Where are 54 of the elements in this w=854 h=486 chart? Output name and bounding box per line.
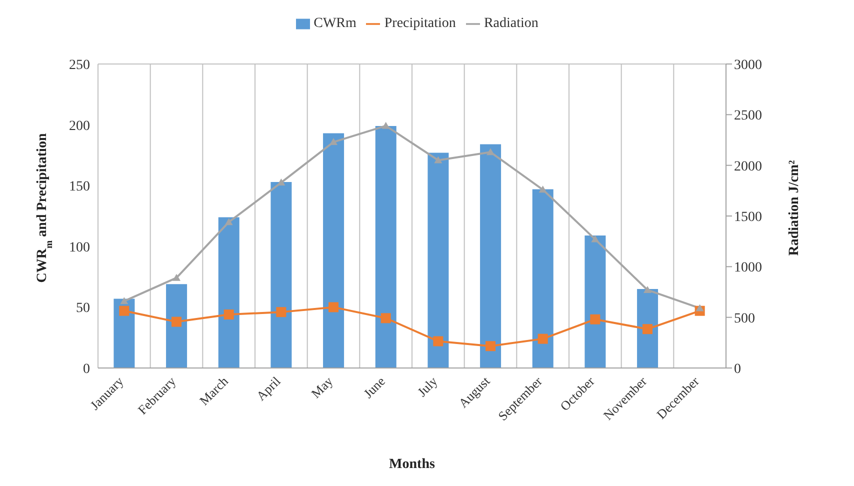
y2-tick-label: 3000 [734,58,762,73]
point [382,122,390,129]
point [276,307,286,318]
y2-tick-label: 2000 [734,159,762,174]
bar [584,235,606,368]
y2-tick-label: 0 [734,362,741,377]
y-tick-label: 150 [69,180,90,195]
bar [375,126,396,368]
bar [637,288,658,368]
point [590,314,600,324]
x-tick-label: May [308,373,336,401]
point [224,218,233,226]
bar [218,217,240,368]
y2-tick-label: 500 [734,311,755,326]
y2-tick-label: 2500 [734,108,762,124]
y2-tick-label: 1000 [734,260,762,276]
point [120,297,128,304]
point [172,274,180,281]
y-tick-label: 0 [83,362,90,377]
point [486,341,496,352]
point [330,138,338,146]
point [434,156,442,164]
point [591,235,600,242]
point [224,309,234,320]
point [119,306,130,316]
point [172,316,182,327]
point [486,148,494,156]
legend-label: Precipitation [384,16,456,31]
point [538,334,548,344]
bar [270,182,292,368]
bar [532,189,554,368]
bar [428,152,449,368]
point [433,336,444,346]
point [277,178,286,186]
legend-label: Radiation [484,16,538,31]
bar [323,133,344,368]
legend-label: CWRm [314,16,356,31]
x-axis-title: Months [389,457,436,472]
y-tick-label: 100 [69,240,90,256]
point [696,304,704,312]
y-tick-label: 250 [69,58,90,73]
y-tick-label: 50 [76,301,90,316]
y2-tick-label: 1500 [734,210,762,225]
point [644,286,652,293]
y2-axis-title: Radiation J/cm² [787,160,802,256]
point [642,324,652,334]
point [380,313,391,324]
x-tick-label: July [414,373,441,400]
point [328,302,338,312]
bar [166,284,188,368]
bar [480,144,502,368]
x-tick-label: June [360,373,388,401]
point [538,186,547,193]
y-tick-label: 200 [69,118,90,134]
